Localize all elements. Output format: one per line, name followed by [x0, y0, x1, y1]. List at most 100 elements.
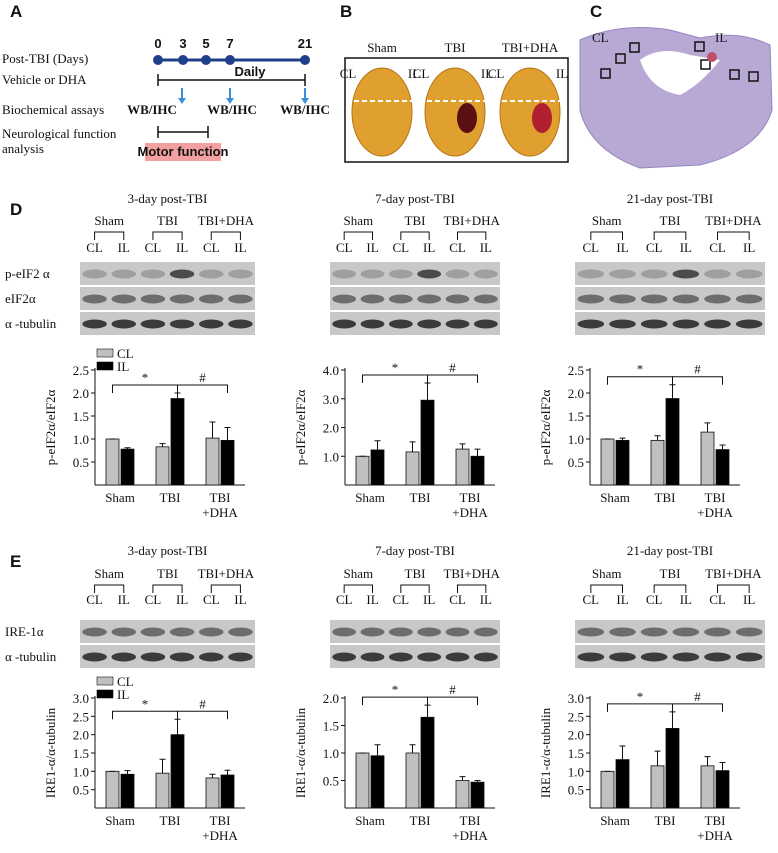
band: [577, 319, 605, 329]
error-bar: [209, 421, 216, 439]
group-bracket: [94, 231, 125, 240]
lane-label: CL: [336, 592, 353, 607]
x-tick-label: Sham: [105, 490, 135, 505]
y-tick-label: 1.0: [73, 764, 89, 779]
lane-label: CL: [86, 240, 103, 255]
group-label: Sham: [344, 213, 374, 228]
bar: [170, 398, 185, 486]
error-bar: [424, 382, 431, 401]
band: [640, 319, 668, 329]
blot-title: 7-day post-TBI: [375, 543, 455, 558]
panel-label: B: [340, 2, 352, 21]
band: [228, 319, 253, 329]
brain: [351, 67, 413, 157]
sig-label: #: [694, 689, 701, 704]
sig-bracket: [362, 374, 428, 383]
band: [735, 319, 763, 329]
band: [445, 319, 470, 329]
band: [140, 627, 166, 637]
lane-label: IL: [423, 592, 435, 607]
legend-swatch: [96, 689, 114, 699]
y-tick-label: 0.5: [73, 783, 89, 798]
legend-label: CL: [117, 674, 134, 689]
band: [735, 652, 763, 662]
lane-label: CL: [145, 240, 162, 255]
lane-label: IL: [480, 592, 492, 607]
y-tick-label: 2.5: [568, 709, 584, 724]
y-tick-label: 1.0: [323, 449, 339, 464]
sig-label: *: [142, 370, 149, 385]
error-bar: [459, 443, 466, 450]
lane-label: CL: [449, 592, 466, 607]
blot-strip: [575, 287, 765, 310]
lane-label: CL: [86, 592, 103, 607]
lane-label: CL: [583, 592, 600, 607]
band: [360, 652, 385, 662]
band: [704, 294, 731, 304]
row-label: eIF2α: [5, 291, 36, 306]
lane-label: CL: [583, 240, 600, 255]
band: [577, 652, 605, 662]
lane-label: CL: [709, 240, 726, 255]
band: [332, 269, 357, 279]
group-label: TBI+DHA: [443, 566, 500, 581]
bar: [615, 439, 630, 486]
band: [704, 652, 731, 662]
band: [199, 294, 224, 304]
y-tick-label: 2.5: [73, 363, 89, 378]
day-label: 21: [298, 36, 312, 51]
sig-label: #: [449, 360, 456, 375]
error-bar: [409, 441, 416, 452]
error-bar: [409, 744, 416, 753]
row-label: Neurological function analysis: [2, 126, 117, 156]
band: [169, 294, 195, 304]
band: [609, 269, 636, 279]
sig-bracket: [607, 376, 673, 385]
x-tick-label: TBI: [160, 490, 181, 505]
band: [111, 652, 136, 662]
y-tick-label: 3.0: [568, 691, 584, 706]
y-tick-label: 3.0: [73, 691, 89, 706]
sig-bracket: [112, 384, 178, 393]
y-tick-label: 2.0: [73, 386, 89, 401]
group-label: TBI+DHA: [198, 566, 255, 581]
bar: [370, 755, 385, 809]
group-label: TBI+DHA: [198, 213, 255, 228]
blot-title: 3-day post-TBI: [128, 191, 208, 206]
group-label: Sham: [94, 566, 124, 581]
lesion: [707, 52, 717, 62]
group-label: TBI: [157, 213, 178, 228]
bar: [600, 770, 615, 809]
brain: [424, 67, 486, 157]
row-label: α -tubulin: [5, 649, 57, 664]
blot-strip: [80, 312, 255, 335]
group-bracket: [343, 584, 373, 593]
blot-strip: [575, 620, 765, 643]
legend-swatch: [96, 361, 114, 371]
group-bracket: [343, 231, 373, 240]
lane-label: IL: [743, 592, 755, 607]
lane-label: IL: [680, 240, 692, 255]
band: [672, 319, 700, 329]
lane-label: IL: [176, 592, 188, 607]
panel-label: D: [10, 200, 22, 219]
band: [332, 319, 357, 329]
band: [111, 319, 136, 329]
lane-label: CL: [145, 592, 162, 607]
band: [704, 269, 731, 279]
legend-label: CL: [117, 346, 134, 361]
band: [140, 319, 166, 329]
error-bar: [619, 745, 626, 760]
lane-label: CL: [646, 592, 663, 607]
band: [140, 652, 166, 662]
band: [199, 269, 224, 279]
side-label: CL: [592, 30, 609, 45]
blot-strip: [330, 620, 500, 643]
bar: [220, 774, 235, 809]
error-bar: [654, 435, 661, 441]
side-label: IL: [481, 66, 493, 81]
band: [199, 319, 224, 329]
brain-section: [579, 27, 773, 169]
lane-label: IL: [480, 240, 492, 255]
sig-label: *: [392, 360, 399, 375]
